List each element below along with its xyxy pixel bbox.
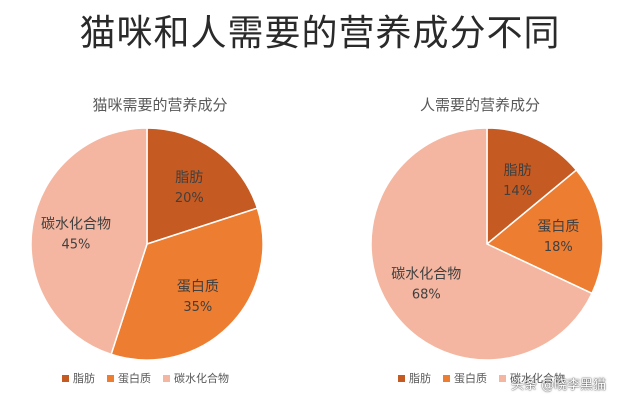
slice-value-label-human-protein: 18% — [544, 240, 573, 255]
page-title: 猫咪和人需要的营养成分不同 — [79, 13, 561, 54]
watermark-text: 头条 @晓李黑猫 — [511, 378, 607, 393]
legend-item-carb: 碳水化合物 — [499, 370, 565, 386]
slice-category-label-human-carb: 碳水化合物 — [391, 267, 461, 283]
slice-value-label-cat-carb: 45% — [62, 238, 91, 253]
legend-label-fat: 脂肪 — [73, 372, 95, 385]
pie-slice-cat-fat — [146, 127, 259, 246]
legend-swatch-carb — [163, 374, 170, 382]
legend-item-carb: 碳水化合物 — [163, 370, 229, 386]
legend-label-protein: 蛋白质 — [118, 372, 151, 385]
pie-slice-human-protein — [485, 169, 604, 295]
chart-title-human: 人需要的营养成分 — [419, 96, 540, 114]
slice-value-label-cat-fat: 20% — [175, 191, 204, 206]
legend-swatch-fat — [398, 374, 405, 382]
legend-item-fat: 脂肪 — [398, 370, 431, 386]
pie-slice-human-carb — [370, 127, 593, 361]
pie-slice-cat-protein — [110, 207, 264, 361]
slice-category-label-human-fat: 脂肪 — [504, 163, 532, 179]
slice-category-label-cat-protein: 蛋白质 — [177, 279, 219, 295]
slice-category-label-cat-fat: 脂肪 — [175, 170, 203, 186]
legend-label-fat: 脂肪 — [409, 372, 431, 385]
legend-swatch-fat — [62, 374, 69, 382]
slice-category-label-cat-carb: 碳水化合物 — [41, 217, 111, 233]
pie-slice-cat-carb — [30, 127, 148, 356]
legend-cat: 脂肪 蛋白质 碳水化合物 — [62, 370, 229, 386]
slice-value-label-human-fat: 14% — [503, 184, 532, 199]
watermark: 头条 @晓李黑猫 — [511, 374, 606, 393]
slice-value-label-human-carb: 68% — [412, 288, 441, 303]
pie-slice-human-fat — [486, 127, 578, 246]
legend-item-protein: 蛋白质 — [107, 370, 151, 386]
legend-item-protein: 蛋白质 — [443, 370, 487, 386]
legend-label-protein: 蛋白质 — [454, 372, 487, 385]
slice-value-label-cat-protein: 35% — [183, 300, 212, 315]
chart-title-cat: 猫咪需要的营养成分 — [92, 96, 228, 114]
slice-category-label-human-protein: 蛋白质 — [537, 219, 579, 235]
legend-label-carb: 碳水化合物 — [174, 372, 229, 385]
legend-human: 脂肪 蛋白质 碳水化合物 — [398, 370, 565, 386]
legend-swatch-protein — [107, 374, 114, 382]
legend-item-fat: 脂肪 — [62, 370, 95, 386]
legend-swatch-protein — [443, 374, 450, 382]
legend-swatch-carb — [499, 374, 506, 382]
legend-label-carb: 碳水化合物 — [510, 372, 565, 385]
